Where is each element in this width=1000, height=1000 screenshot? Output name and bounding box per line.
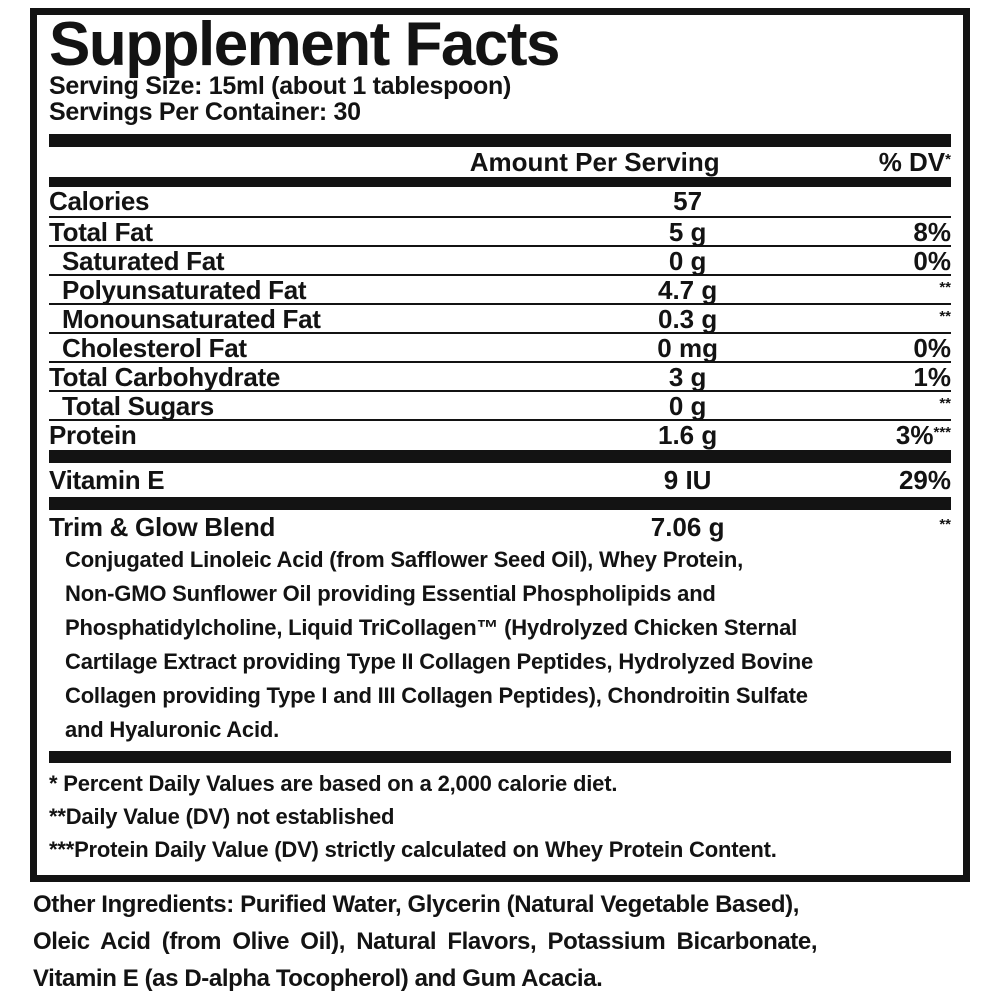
- dv-asterisk: *: [945, 151, 951, 168]
- supplement-facts-title: Supplement Facts: [49, 10, 561, 79]
- nutrient-table: Calories 57 Total Fat 5 g 8% Saturated F…: [49, 186, 951, 450]
- column-header-row: Amount Per Serving % DV*: [49, 147, 951, 177]
- footnotes: * Percent Daily Values are based on a 2,…: [49, 767, 951, 866]
- table-row-polyunsaturated-fat: Polyunsaturated Fat 4.7 g **: [49, 274, 951, 305]
- footnote-protein-dv: ***Protein Daily Value (DV) strictly cal…: [49, 837, 777, 862]
- divider-bar-protein: [49, 450, 951, 463]
- divider-bar-footnotes: [49, 751, 951, 763]
- table-row-total-fat: Total Fat 5 g 8%: [49, 216, 951, 247]
- serving-size: Serving Size: 15ml (about 1 tablespoon): [49, 72, 511, 100]
- table-row-total-carbohydrate: Total Carbohydrate 3 g 1%: [49, 361, 951, 392]
- supplement-facts-panel: Supplement Facts Serving Size: 15ml (abo…: [30, 8, 970, 882]
- table-row-cholesterol-fat: Cholesterol Fat 0 mg 0%: [49, 332, 951, 363]
- table-row-trim-glow-blend: Trim & Glow Blend 7.06 g **: [49, 512, 951, 542]
- divider-bar-vitamin: [49, 497, 951, 510]
- servings-per-container: Servings Per Container: 30: [49, 98, 361, 126]
- other-ingredients: Other Ingredients: Purified Water, Glyce…: [33, 891, 818, 992]
- divider-bar-header: [49, 177, 951, 187]
- table-row-vitamin-e: Vitamin E 9 IU 29%: [49, 465, 951, 495]
- table-row-calories: Calories 57: [49, 186, 703, 216]
- table-row-protein: Protein 1.6 g 3%***: [49, 419, 951, 450]
- percent-dv-header: % DV*: [878, 147, 951, 177]
- table-row-total-sugars: Total Sugars 0 g **: [49, 390, 951, 421]
- blend-description: Conjugated Linoleic Acid (from Safflower…: [65, 547, 814, 742]
- table-row-monounsaturated-fat: Monounsaturated Fat 0.3 g **: [49, 303, 951, 334]
- table-row-saturated-fat: Saturated Fat 0 g 0%: [49, 245, 951, 276]
- footnote-percent-dv: * Percent Daily Values are based on a 2,…: [49, 771, 618, 796]
- footnote-dv-not-established: **Daily Value (DV) not established: [49, 804, 395, 829]
- divider-bar-top: [49, 134, 951, 147]
- amount-per-serving-header: Amount Per Serving: [469, 147, 720, 177]
